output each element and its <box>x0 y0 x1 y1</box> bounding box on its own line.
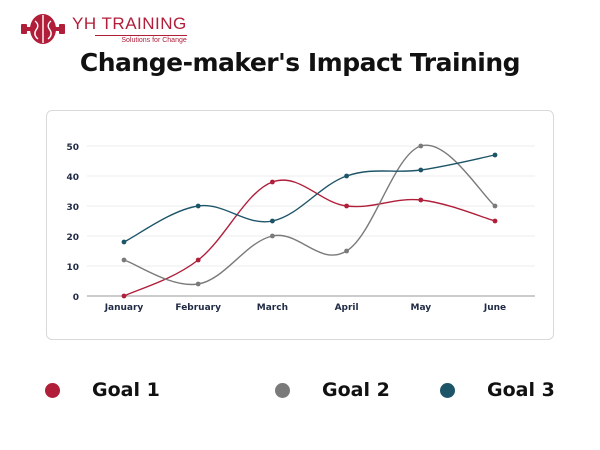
brain-icon <box>21 14 65 44</box>
logo-subtitle: Solutions for Change <box>94 34 187 44</box>
data-point-goal-2 <box>195 281 201 287</box>
x-tick-label: June <box>483 303 506 313</box>
brand-logo: YH TRAINING Solutions for Change <box>20 12 187 46</box>
chart-legend: Goal 1 Goal 2 Goal 3 <box>0 378 600 414</box>
legend-item-goal-1: Goal 1 <box>45 379 160 401</box>
y-tick-label: 50 <box>66 143 79 153</box>
y-tick-label: 10 <box>66 263 79 273</box>
data-point-goal-1 <box>121 293 127 299</box>
legend-swatch <box>440 382 455 398</box>
legend-label: Goal 3 <box>487 379 555 401</box>
data-point-goal-2 <box>418 143 424 149</box>
y-tick-label: 20 <box>66 233 79 243</box>
x-tick-label: April <box>335 303 359 313</box>
series-line-goal-3 <box>123 154 496 243</box>
legend-swatch <box>45 382 60 398</box>
data-point-goal-3 <box>344 173 349 179</box>
data-point-goal-1 <box>195 257 201 263</box>
x-tick-label: January <box>104 303 144 313</box>
x-tick-label: March <box>257 303 288 313</box>
data-point-goal-3 <box>121 239 127 245</box>
data-point-goal-1 <box>418 197 424 203</box>
data-point-goal-1 <box>492 218 498 224</box>
legend-item-goal-3: Goal 3 <box>440 379 555 401</box>
y-tick-label: 40 <box>66 173 79 183</box>
data-point-goal-2 <box>270 233 275 239</box>
legend-item-goal-2: Goal 2 <box>275 379 390 401</box>
series-line-goal-1 <box>123 179 496 297</box>
data-point-goal-3 <box>195 203 201 209</box>
y-tick-label: 30 <box>66 203 79 213</box>
data-point-goal-1 <box>270 179 275 185</box>
chart-card: 0 10 20 30 40 50 January February March April May J… <box>46 110 554 340</box>
logo-title: YH TRAINING <box>72 13 187 33</box>
data-point-goal-3 <box>492 152 498 158</box>
data-point-goal-1 <box>344 203 349 209</box>
data-point-goal-2 <box>344 248 349 254</box>
legend-label: Goal 1 <box>92 379 160 401</box>
data-point-goal-3 <box>418 167 424 173</box>
series-line-goal-2 <box>123 144 496 286</box>
legend-swatch <box>275 382 290 398</box>
legend-label: Goal 2 <box>322 379 390 401</box>
y-tick-label: 0 <box>73 293 79 303</box>
data-point-goal-2 <box>121 257 127 263</box>
x-tick-label: February <box>175 303 221 313</box>
x-tick-label: May <box>410 303 431 313</box>
page-title: Change-maker's Impact Training <box>79 48 521 77</box>
data-point-goal-3 <box>270 218 275 224</box>
line-chart: 0 10 20 30 40 50 January February March April May J… <box>66 143 535 313</box>
data-point-goal-2 <box>492 203 498 209</box>
